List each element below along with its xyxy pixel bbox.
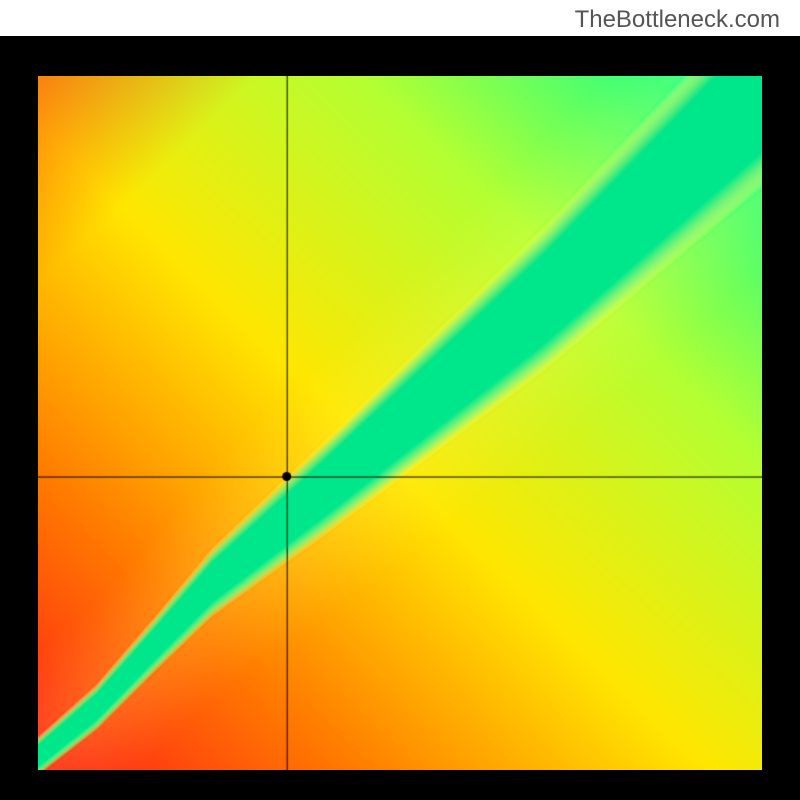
watermark-text: TheBottleneck.com [575, 6, 780, 34]
heatmap-canvas [38, 76, 762, 770]
chart-frame [0, 36, 800, 800]
